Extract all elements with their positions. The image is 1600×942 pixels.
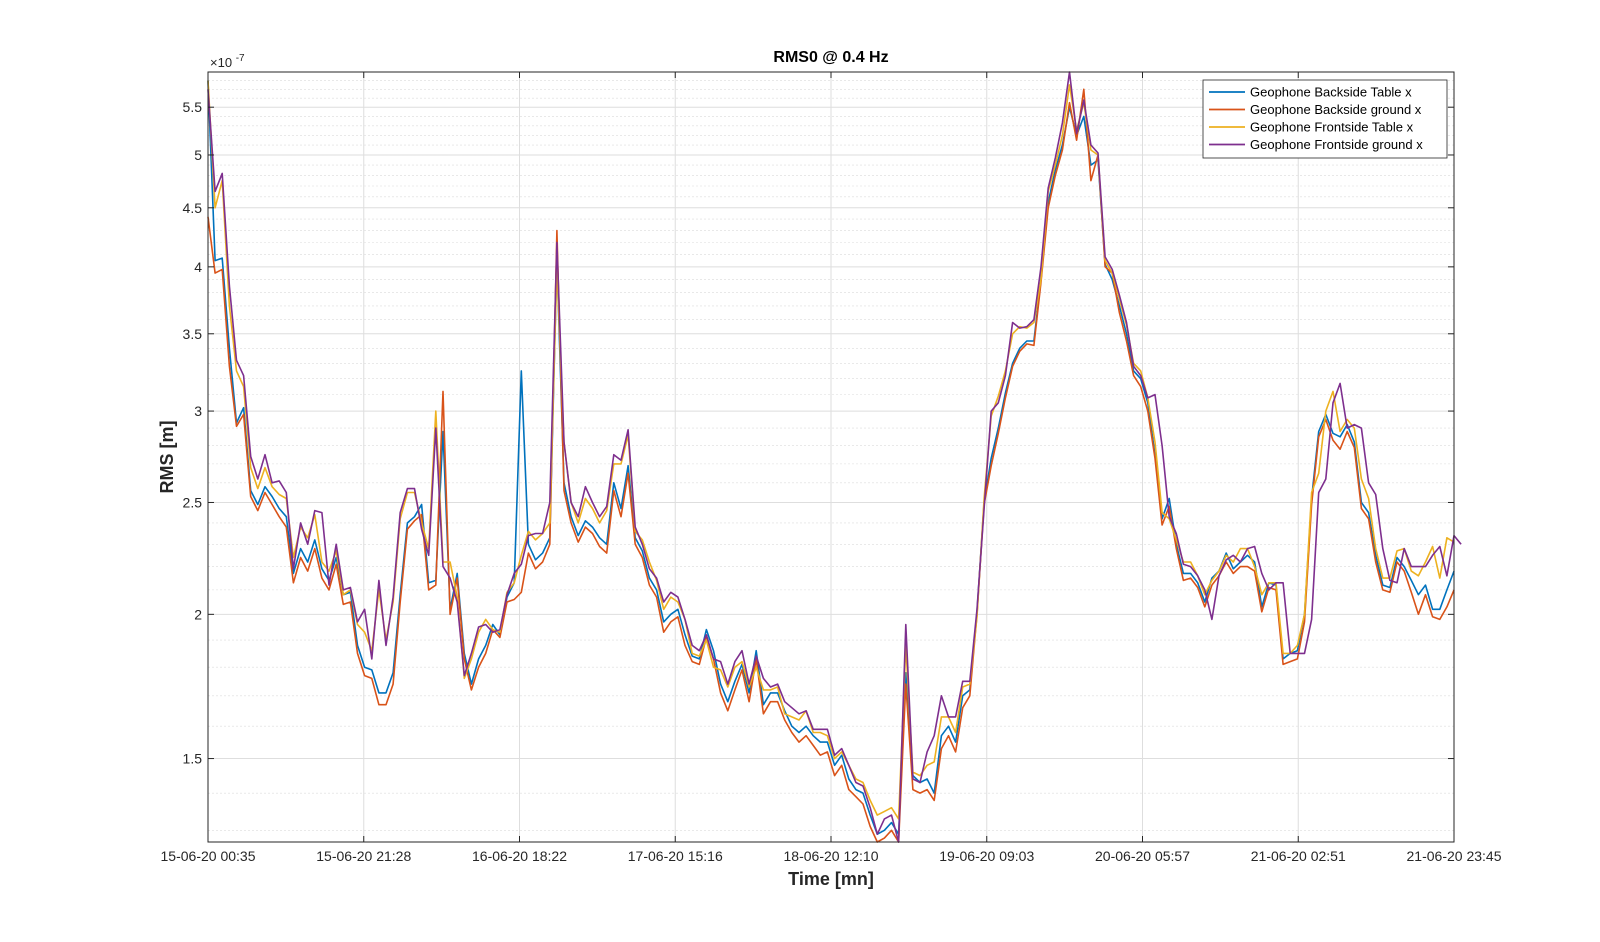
x-tick-label: 21-06-20 02:51	[1251, 848, 1346, 864]
y-axis: 1.5 2 2.5 3 3.5 4 4.5 5 5.5	[183, 99, 1454, 767]
x-axis: 15-06-20 00:35 15-06-20 21:28 16-06-20 18:…	[161, 72, 1502, 864]
y-tick-label: 5	[194, 147, 202, 163]
y-tick-label: 1.5	[183, 751, 203, 767]
y-tick-label: 5.5	[183, 99, 203, 115]
x-tick-label: 18-06-20 12:10	[784, 848, 879, 864]
series-layer	[207, 71, 1462, 843]
legend-label: Geophone Backside Table x	[1250, 85, 1412, 100]
x-tick-label: 20-06-20 05:57	[1095, 848, 1190, 864]
y-tick-label: 3	[194, 403, 202, 419]
x-tick-label: 16-06-20 18:22	[472, 848, 567, 864]
y-tick-label: 2.5	[183, 494, 203, 510]
x-tick-label: 17-06-20 15:16	[628, 848, 723, 864]
chart-title: RMS0 @ 0.4 Hz	[773, 49, 888, 66]
y-tick-label: 3.5	[183, 326, 203, 342]
y-exponent-power: -7	[236, 53, 245, 64]
y-tick-label: 4.5	[183, 200, 203, 216]
y-axis-title: RMS [m]	[157, 421, 177, 494]
series-line-4	[207, 71, 1462, 843]
legend-label: Geophone Frontside Table x	[1250, 120, 1414, 135]
x-tick-label: 19-06-20 09:03	[939, 848, 1034, 864]
legend-label: Geophone Frontside ground x	[1250, 137, 1423, 152]
y-exponent-label: ×10 -7	[210, 53, 245, 70]
x-tick-label: 15-06-20 21:28	[316, 848, 411, 864]
legend: Geophone Backside Table x Geophone Backsi…	[1202, 79, 1448, 159]
y-tick-label: 2	[194, 606, 202, 622]
x-tick-label: 15-06-20 00:35	[161, 848, 256, 864]
y-tick-label: 4	[194, 259, 202, 275]
legend-label: Geophone Backside ground x	[1250, 102, 1422, 117]
y-exponent-base: ×10	[210, 55, 232, 70]
series-line-2	[207, 88, 1455, 843]
x-tick-label: 21-06-20 23:45	[1407, 848, 1502, 864]
series-line-1	[207, 80, 1455, 836]
x-axis-title: Time [mn]	[788, 869, 874, 889]
